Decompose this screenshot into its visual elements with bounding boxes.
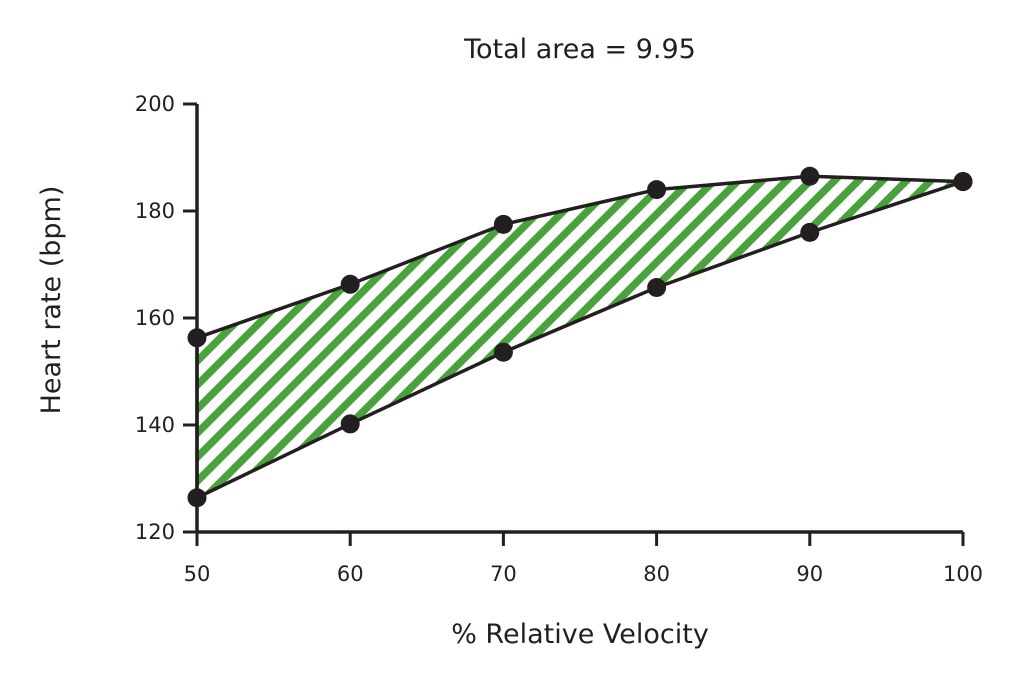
chart-title: Total area = 9.95 [463, 34, 696, 65]
x-axis-label: % Relative Velocity [451, 619, 709, 650]
lower-data-point [953, 172, 973, 192]
y-axis-label: Heart rate (bpm) [36, 186, 67, 415]
x-tick-label: 50 [184, 562, 211, 586]
upper-data-point [340, 274, 360, 294]
upper-data-point [800, 166, 820, 186]
lower-series-line [196, 179, 964, 500]
lower-data-point [493, 342, 513, 362]
x-tick-label: 80 [643, 562, 670, 586]
y-tick-label: 160 [135, 306, 175, 330]
y-tick-label: 200 [135, 92, 175, 116]
lower-data-point [340, 414, 360, 434]
lower-data-point [187, 488, 207, 508]
x-tick-label: 90 [796, 562, 823, 586]
lower-data-point [647, 278, 667, 298]
upper-series-line [196, 174, 964, 340]
upper-data-point [187, 328, 207, 348]
y-tick-label: 140 [135, 413, 175, 437]
x-tick-label: 60 [337, 562, 364, 586]
hatched-area [197, 176, 963, 498]
y-tick-label: 180 [135, 199, 175, 223]
x-tick-label: 70 [490, 562, 517, 586]
x-tick-label: 100 [943, 562, 983, 586]
upper-data-point [493, 214, 513, 234]
upper-data-point [647, 180, 667, 200]
y-tick-label: 120 [135, 520, 175, 544]
lower-data-point [800, 222, 820, 242]
